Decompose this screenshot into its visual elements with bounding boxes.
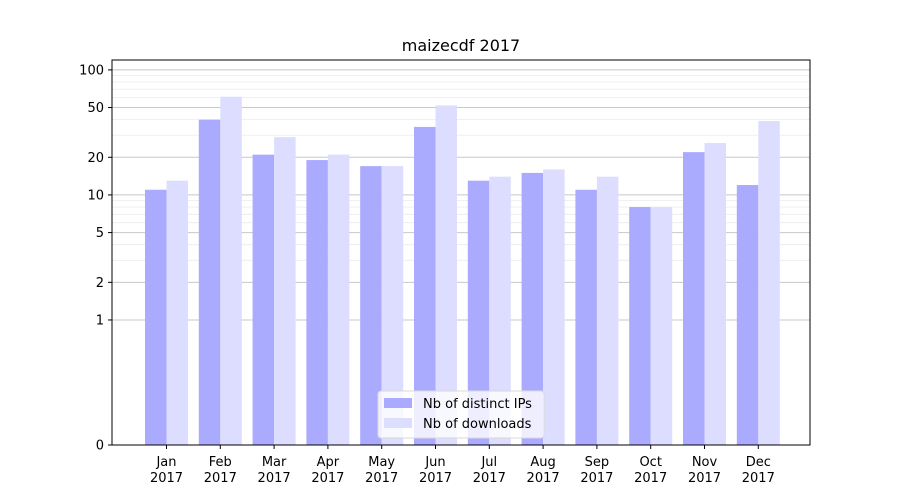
legend: Nb of distinct IPs Nb of downloads	[377, 390, 545, 439]
bar-downloads-dec	[758, 121, 780, 446]
bar-distinct-ips-nov	[683, 152, 705, 445]
x-tick-label-year: 2017	[258, 471, 291, 486]
y-tick-label: 5	[96, 226, 104, 241]
x-tick-label-month: Sep	[585, 455, 610, 470]
bar-distinct-ips-mar	[252, 154, 275, 446]
plot-frame	[111, 59, 811, 446]
bar-distinct-ips-aug	[521, 172, 544, 445]
x-tick-label-month: Aug	[530, 455, 555, 470]
legend-swatch	[384, 418, 412, 428]
x-tick-label-year: 2017	[204, 471, 237, 486]
bars	[145, 96, 780, 446]
bar-downloads-jan	[166, 180, 188, 445]
y-tick-label: 0	[96, 439, 104, 454]
x-tick-label-month: Oct	[639, 455, 661, 470]
legend-label: Nb of distinct IPs	[423, 397, 532, 412]
x-tick-label-month: Jun	[424, 455, 445, 470]
legend-box	[377, 390, 545, 439]
bar-downloads-mar	[274, 137, 296, 445]
y-tick-label: 100	[79, 63, 104, 78]
x-tick-label-month: Dec	[746, 455, 771, 470]
bar-distinct-ips-apr	[306, 160, 328, 445]
bar-distinct-ips-jan	[145, 189, 167, 445]
x-tick-label-month: May	[368, 455, 395, 470]
bar-downloads-apr	[327, 154, 350, 446]
bar-distinct-ips-dec	[736, 185, 759, 445]
x-tick-label-year: 2017	[634, 471, 667, 486]
y-tick-label: 10	[87, 188, 104, 203]
bar-downloads-jul	[489, 176, 511, 445]
y-tick-label: 2	[96, 276, 104, 291]
y-tick-label: 20	[87, 151, 104, 166]
x-tick-label-year: 2017	[150, 471, 183, 486]
x-tick-label-year: 2017	[527, 471, 560, 486]
x-tick-label-month: Mar	[262, 455, 287, 470]
legend-swatch	[384, 398, 412, 408]
bar-distinct-ips-feb	[198, 119, 221, 446]
x-tick-label-month: Nov	[692, 455, 718, 470]
bar-downloads-oct	[650, 207, 673, 445]
x-tick-label-year: 2017	[419, 471, 452, 486]
bar-downloads-jun	[435, 105, 457, 446]
x-tick-label-year: 2017	[580, 471, 613, 486]
x-tick-label-month: Jul	[480, 455, 497, 470]
x-tick-label-year: 2017	[742, 471, 775, 486]
y-tick-label: 50	[87, 101, 104, 116]
bar-downloads-may	[381, 166, 404, 445]
x-tick-label-year: 2017	[688, 471, 721, 486]
x-tick-label-month: Feb	[209, 455, 232, 470]
bar-downloads-aug	[543, 169, 565, 445]
bar-distinct-ips-jul	[467, 180, 490, 445]
chart-title: maizecdf 2017	[402, 36, 520, 55]
x-tick-label-year: 2017	[365, 471, 398, 486]
x-tick-label-month: Apr	[317, 455, 340, 470]
x-axis: Jan2017Feb2017Mar2017Apr2017May2017Jun20…	[150, 445, 775, 486]
x-tick-label-month: Jan	[155, 455, 176, 470]
bar-distinct-ips-sep	[575, 189, 597, 445]
bar-distinct-ips-jun	[414, 126, 436, 446]
y-axis: 0 1 2 5 10 20 50 100	[79, 63, 112, 454]
bar-distinct-ips-may	[360, 166, 382, 445]
bar-distinct-ips-oct	[629, 207, 651, 445]
x-tick-label-year: 2017	[311, 471, 344, 486]
x-tick-label-year: 2017	[473, 471, 506, 486]
legend-label: Nb of downloads	[423, 417, 532, 432]
bar-downloads-nov	[704, 143, 726, 445]
y-tick-label: 1	[96, 313, 104, 328]
bar-downloads-sep	[596, 176, 619, 445]
bar-downloads-feb	[220, 96, 242, 445]
